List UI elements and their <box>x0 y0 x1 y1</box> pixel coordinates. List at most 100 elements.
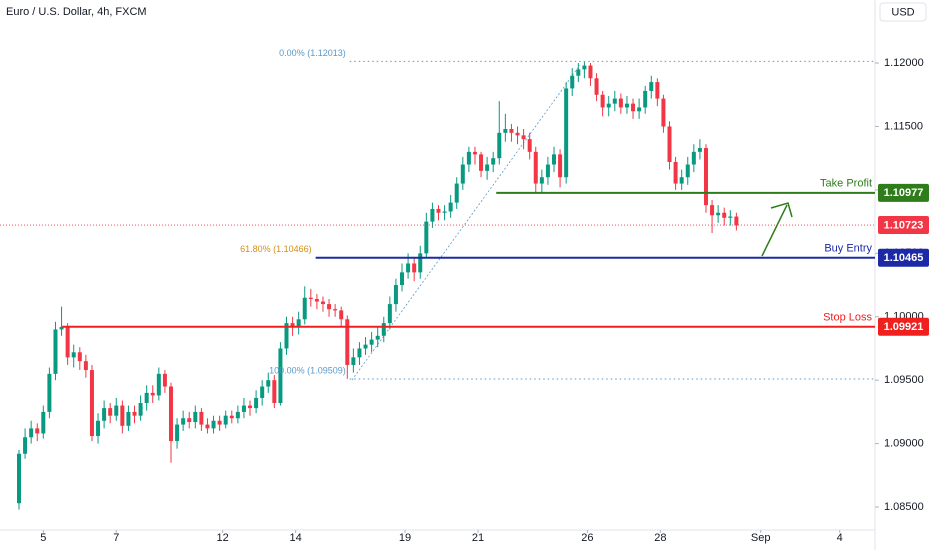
candle-body <box>29 428 34 438</box>
candle-body <box>181 418 186 425</box>
candle-body <box>284 323 289 349</box>
x-tick-label: 21 <box>472 532 484 544</box>
candle-body <box>673 161 678 184</box>
candle-body <box>65 326 70 358</box>
candle-body <box>369 339 374 345</box>
candle-body <box>594 78 599 95</box>
candle-body <box>667 126 672 162</box>
candle-body <box>643 90 648 108</box>
candle-body <box>320 301 325 305</box>
candle-body <box>539 177 544 184</box>
candle-body <box>351 357 356 365</box>
candle-body <box>503 129 508 133</box>
candle-body <box>339 310 344 320</box>
candle-body <box>83 361 88 371</box>
x-tick-label: 5 <box>40 532 46 544</box>
candle-body <box>89 370 94 437</box>
candle-body <box>400 272 405 286</box>
candle-body <box>412 263 417 273</box>
candle-body <box>260 386 265 398</box>
candle-body <box>229 415 234 419</box>
candle-body <box>436 208 441 213</box>
level-name: Take Profit <box>820 178 872 190</box>
candle-body <box>187 418 192 423</box>
currency-label: USD <box>891 6 914 18</box>
candle-body <box>527 139 532 152</box>
candle-body <box>430 208 435 222</box>
candle-body <box>241 405 246 412</box>
candle-body <box>606 103 611 108</box>
currency-button[interactable] <box>879 2 927 22</box>
candle-body <box>290 323 295 327</box>
candle-body <box>114 405 119 416</box>
candle-body <box>357 348 362 358</box>
candle-body <box>734 216 739 226</box>
candle-body <box>509 129 514 133</box>
candle-body <box>491 158 496 165</box>
candle-body <box>16 453 21 504</box>
candle-body <box>722 212 727 218</box>
candle-body <box>558 154 563 178</box>
x-tick-label: 12 <box>217 532 229 544</box>
candle-body <box>41 411 46 434</box>
candle-body <box>612 98 617 104</box>
candle-body <box>23 437 28 454</box>
candle-body <box>71 352 76 358</box>
arrow-head <box>770 202 793 218</box>
candle-body <box>545 164 550 178</box>
candle-body <box>162 373 167 387</box>
candle-body <box>466 151 471 165</box>
candle-body <box>691 151 696 165</box>
candle-body <box>59 326 64 330</box>
candle-body <box>649 82 654 91</box>
x-tick-label: Sep <box>751 532 771 544</box>
candle-body <box>96 420 101 437</box>
candle-body <box>156 373 161 396</box>
candle-body <box>551 154 556 165</box>
level-name: Stop Loss <box>823 312 872 324</box>
candle-body <box>308 297 313 299</box>
y-tick-label: 1.08500 <box>884 501 924 513</box>
candle-body <box>460 164 465 184</box>
candle-body <box>661 98 666 127</box>
candle-body <box>393 285 398 305</box>
candle-body <box>138 403 143 416</box>
y-tick-label: 1.09500 <box>884 374 924 386</box>
candle-body <box>600 94 605 108</box>
candle-body <box>454 183 459 203</box>
candle-body <box>631 103 636 112</box>
candle-body <box>175 424 180 442</box>
candle-body <box>618 98 623 108</box>
candle-body <box>728 216 733 218</box>
x-tick-label: 19 <box>399 532 411 544</box>
level-price-box <box>878 183 929 202</box>
candle-body <box>703 148 708 206</box>
candle-body <box>102 408 107 421</box>
last-price-box <box>878 216 929 235</box>
level-name: Buy Entry <box>824 243 872 255</box>
candle-body <box>576 69 581 76</box>
y-tick-label: 1.09000 <box>884 438 924 450</box>
candle-body <box>302 297 307 320</box>
candle-body <box>53 329 58 374</box>
fib-level-label: 61.80% (1.10466) <box>240 244 312 254</box>
x-tick-label: 4 <box>837 532 843 544</box>
candle-body <box>144 392 149 404</box>
x-tick-label: 7 <box>113 532 119 544</box>
candle-body <box>296 319 301 327</box>
candle-body <box>442 211 447 213</box>
candle-body <box>387 304 392 324</box>
candle-body <box>637 107 642 112</box>
candle-body <box>418 253 423 273</box>
candle-body <box>533 151 538 184</box>
candle-body <box>278 348 283 404</box>
candle-body <box>120 405 125 426</box>
candle-body <box>424 221 429 254</box>
candle-body <box>108 408 113 416</box>
y-tick-label: 1.12000 <box>884 57 924 69</box>
candle-body <box>272 380 277 404</box>
candle-body <box>77 352 82 362</box>
candle-body <box>35 428 40 434</box>
